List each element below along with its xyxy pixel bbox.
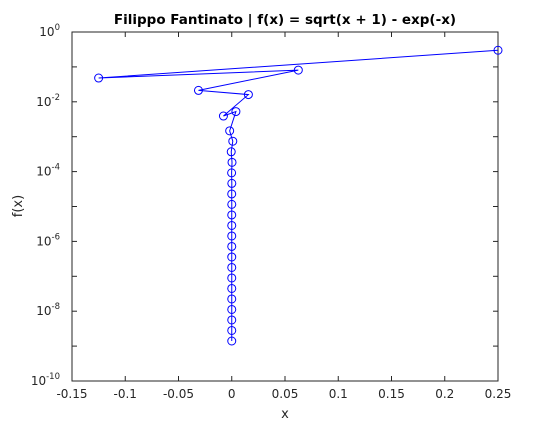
data-point-marker [227,252,237,262]
data-point-marker [227,178,237,188]
data-point-marker [227,325,237,335]
y-tick-label: 10-4 [36,163,60,179]
y-tick-label: 10-10 [31,372,60,388]
data-point-marker [94,73,104,83]
data-point-marker [227,315,237,325]
data-point-marker [293,65,303,75]
x-tick-label: 0.25 [485,387,512,401]
data-point-marker [227,168,237,178]
x-tick-label: 0.05 [272,387,299,401]
y-tick-exponent: -6 [52,232,60,242]
data-point-marker [227,220,237,230]
data-point-marker [227,231,237,241]
x-axis-title: x [281,407,289,422]
x-tick-label: 0 [228,387,236,401]
chart-title: Filippo Fantinato | f(x) = sqrt(x + 1) -… [114,12,456,28]
plot-area [71,31,499,382]
data-point-marker [228,136,238,146]
data-point-marker [225,126,235,136]
y-tick-label: 10-8 [36,302,60,318]
x-tick-label: 0.1 [329,387,348,401]
data-point-marker [227,157,237,167]
series-layer [94,45,503,346]
data-point-marker [227,283,237,293]
y-tick-exponent: -2 [52,93,60,103]
data-point-marker [227,189,237,199]
x-tick-label: -0.05 [163,387,194,401]
y-tick-base: 10 [31,374,46,388]
y-tick-base: 10 [36,304,51,318]
y-tick-label: 10-6 [36,232,60,248]
data-point-marker [218,111,228,121]
data-point-marker [227,210,237,220]
x-tick-label: -0.15 [56,387,87,401]
data-point-marker [227,241,237,251]
data-point-marker [226,147,236,157]
x-axis-ticks: -0.15 -0.1 -0.05 0 0.05 0.1 0.15 0.2 0.25 [56,32,511,401]
data-point-marker [227,294,237,304]
data-point-marker [193,85,203,95]
y-tick-base: 10 [36,95,51,109]
y-tick-label: 100 [39,23,60,39]
data-point-marker [227,273,237,283]
data-point-marker [493,45,503,55]
y-tick-exponent: 0 [55,23,60,33]
y-tick-base: 10 [39,25,54,39]
data-point-marker [243,90,253,100]
y-tick-exponent: -10 [46,372,60,382]
data-point-marker [227,199,237,209]
series-line [98,49,499,341]
y-tick-label: 10-2 [36,93,60,109]
data-point-marker [227,262,237,272]
y-tick-base: 10 [36,234,51,248]
data-point-marker [231,107,241,117]
data-point-marker [227,336,237,346]
y-tick-exponent: -8 [52,302,60,312]
x-tick-label: 0.2 [435,387,454,401]
y-axis-title: f(x) [11,195,26,217]
data-point-marker [227,304,237,314]
x-tick-label: 0.15 [378,387,405,401]
y-tick-exponent: -4 [52,163,60,173]
x-tick-label: -0.1 [114,387,137,401]
y-tick-base: 10 [36,165,51,179]
